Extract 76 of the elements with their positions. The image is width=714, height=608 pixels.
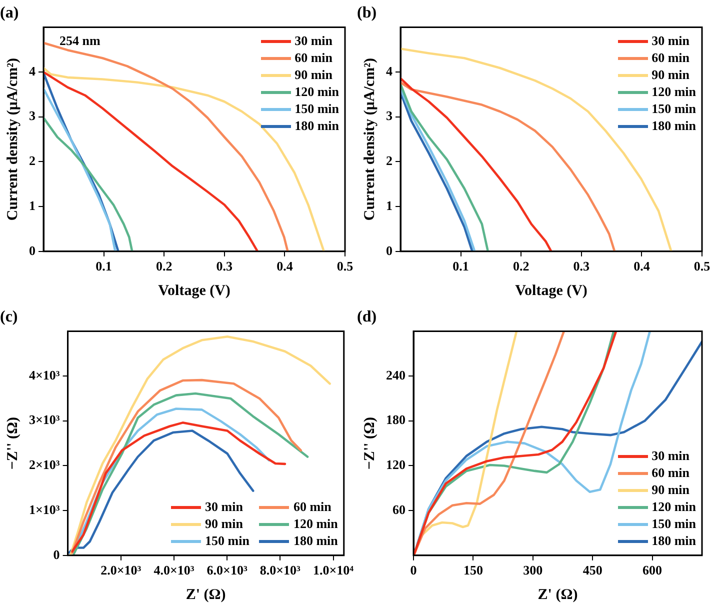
y-tick-label: 1×10³	[28, 502, 60, 517]
y-tick-label: 180	[386, 412, 406, 428]
x-tick-label: 4.0×10³	[154, 562, 194, 578]
legend-label: 120 min	[652, 499, 696, 516]
legend-label: 180 min	[652, 118, 696, 134]
x-axis-title: Z' (Ω)	[186, 586, 226, 603]
x-tick-label: 0.1	[96, 258, 112, 274]
y-tick-label: 240	[386, 367, 406, 382]
y-tick-label: 120	[386, 457, 406, 472]
legend-label: 30 min	[652, 33, 690, 50]
legend-label: 60 min	[652, 465, 690, 482]
y-tick-label: 2×10³	[28, 457, 60, 472]
y-tick-label: 0	[53, 546, 60, 562]
y-axis-title: Current density (μA/cm²)	[4, 58, 21, 221]
legend-label: 150 min	[294, 101, 339, 118]
x-tick-label: 6.0×10³	[206, 562, 248, 578]
x-axis-title: Voltage (V)	[158, 282, 230, 299]
legend-label: 150 min	[205, 533, 250, 550]
y-tick-label: 60	[392, 502, 406, 517]
legend-label: 90 min	[652, 67, 690, 84]
y-tick-label: 3	[29, 108, 36, 124]
x-tick-label: 0.5	[336, 258, 354, 274]
legend-label: 30 min	[205, 499, 243, 516]
x-tick-label: 0.3	[573, 258, 590, 274]
chart-title: (a)	[0, 4, 19, 22]
chart-title: (b)	[357, 4, 377, 22]
legend-label: 150 min	[652, 516, 696, 532]
legend-label: 120 min	[652, 84, 696, 100]
y-tick-label: 1	[29, 198, 36, 213]
x-tick-label: 0.3	[216, 258, 234, 274]
x-tick-label: 0	[410, 562, 417, 578]
x-tick-label: 600	[642, 562, 662, 578]
x-axis-title: Voltage (V)	[515, 282, 588, 299]
y-tick-label: 1	[386, 198, 392, 213]
legend-label: 60 min	[652, 50, 690, 66]
chart-title: (c)	[0, 308, 18, 326]
y-axis-title: Current density (μA/cm²)	[362, 58, 378, 221]
legend-label: 150 min	[652, 101, 696, 118]
legend-label: 30 min	[294, 33, 332, 50]
x-tick-label: 0.4	[276, 258, 294, 274]
x-tick-label: 1.0×10⁴	[312, 562, 354, 578]
legend-label: 90 min	[652, 482, 690, 498]
legend-label: 180 min	[652, 533, 696, 550]
x-tick-label: 0.2	[156, 258, 172, 274]
y-tick-label: 4	[386, 63, 393, 78]
legend-label: 120 min	[293, 516, 338, 532]
x-tick-label: 0.1	[452, 258, 469, 274]
y-tick-label: 0	[29, 242, 36, 258]
y-axis-title: −Z'' (Ω)	[4, 416, 21, 470]
chart-title: (d)	[357, 308, 377, 326]
x-tick-label: 300	[523, 562, 543, 578]
x-tick-label: 8.0×10³	[260, 562, 301, 578]
y-tick-label: 4×10³	[28, 367, 60, 382]
legend-label: 180 min	[293, 533, 338, 550]
legend-label: 60 min	[294, 50, 332, 66]
y-tick-label: 3×10³	[28, 412, 60, 428]
y-axis-title: −Z'' (Ω)	[362, 416, 378, 470]
annotation: 254 nm	[60, 33, 100, 50]
x-tick-label: 450	[582, 562, 602, 578]
legend-label: 30 min	[652, 448, 690, 464]
x-tick-label: 150	[463, 562, 483, 578]
legend-label: 90 min	[205, 516, 243, 532]
y-tick-label: 3	[386, 108, 393, 124]
x-tick-label: 2.0×10³	[100, 562, 142, 578]
x-tick-label: 0.4	[634, 258, 650, 274]
y-tick-label: 0	[386, 242, 392, 258]
x-tick-label: 0.2	[512, 258, 530, 274]
legend-label: 120 min	[294, 84, 339, 100]
x-axis-title: Z' (Ω)	[538, 586, 578, 603]
x-tick-label: 0.5	[694, 258, 711, 274]
legend-label: 180 min	[294, 118, 339, 134]
y-tick-label: 2	[386, 153, 392, 168]
legend-label: 60 min	[293, 499, 332, 516]
y-tick-label: 2	[29, 153, 36, 168]
legend-label: 90 min	[294, 67, 332, 84]
y-tick-label: 4	[29, 63, 36, 78]
